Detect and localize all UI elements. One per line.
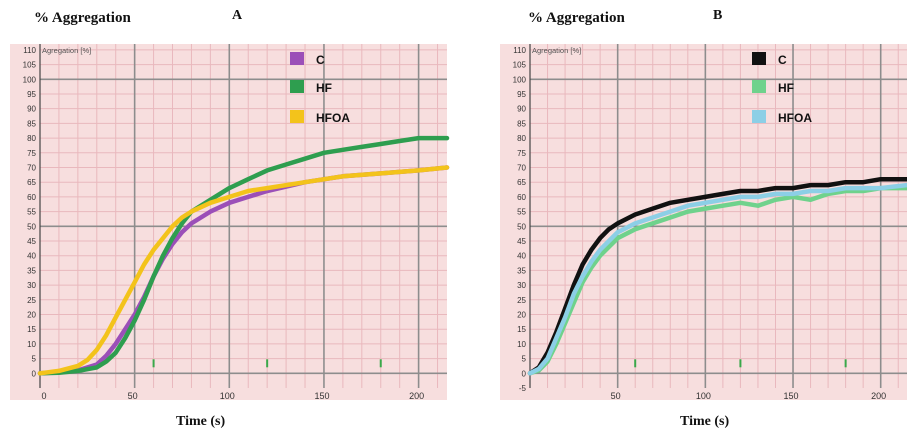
y-tick-label: 90 (27, 105, 36, 114)
y-tick-label: 95 (27, 90, 36, 99)
chart-panel-a: 1101051009590858075706560555045403530252… (10, 44, 450, 401)
y-tick-label: 95 (517, 90, 526, 99)
y-tick-label: 55 (517, 208, 526, 217)
x-tick-label: 200 (409, 391, 424, 401)
legend-label-hf: HF (778, 81, 794, 95)
y-tick-label: 65 (517, 178, 526, 187)
legend-swatch-hf (752, 80, 766, 93)
legend-label-c: C (316, 53, 325, 67)
chart-panel-b: 1101051009590858075706560555045403530252… (500, 44, 907, 401)
legend-swatch-hf (290, 80, 304, 93)
x-tick-label: 200 (871, 391, 886, 401)
legend-label-hfoa: HFOA (316, 111, 350, 125)
y-tick-label: 5 (522, 355, 527, 364)
y-tick-label: 35 (517, 266, 526, 275)
legend-label-hfoa: HFOA (778, 111, 812, 125)
x-tick-label: 100 (220, 391, 235, 401)
y-tick-label: 35 (27, 266, 36, 275)
y-tick-label: 75 (517, 149, 526, 158)
y-tick-label: 5 (32, 355, 37, 364)
y-tick-label: 85 (27, 119, 36, 128)
y-tick-label: -5 (519, 384, 527, 393)
y-tick-label: 15 (517, 325, 526, 334)
y-tick-label: 30 (517, 281, 526, 290)
y-tick-label: 110 (23, 46, 36, 55)
y-tick-label: 60 (27, 193, 36, 202)
y-tick-label: 20 (27, 310, 36, 319)
inner-axis-label: Agregation [%] (42, 46, 91, 55)
legend-swatch-c (752, 52, 766, 65)
y-tick-label: 40 (517, 252, 526, 261)
series-line-hfoa (527, 182, 907, 376)
panel-b-letter: B (713, 8, 723, 23)
y-tick-label: 0 (522, 369, 527, 378)
x-tick-label: 50 (611, 391, 621, 401)
y-tick-label: 0 (32, 369, 37, 378)
y-tick-label: 70 (517, 163, 526, 172)
y-tick-label: 100 (513, 75, 527, 84)
series-line-c (527, 176, 907, 376)
y-tick-label: 50 (27, 222, 36, 231)
plot-background (500, 44, 907, 400)
panel-a-letter: A (232, 8, 243, 23)
legend-swatch-c (290, 52, 304, 65)
y-tick-label: 100 (23, 75, 37, 84)
panel-a-x-title: Time (s) (176, 414, 226, 429)
y-tick-label: 45 (517, 237, 526, 246)
series-line-hf (527, 185, 907, 376)
legend-swatch-hfoa (290, 110, 304, 123)
x-tick-label: 100 (696, 391, 711, 401)
y-tick-label: 10 (517, 340, 526, 349)
panel-b-x-title: Time (s) (680, 414, 730, 429)
legend-label-c: C (778, 53, 787, 67)
y-tick-label: 65 (27, 178, 36, 187)
y-tick-label: 55 (27, 208, 36, 217)
y-tick-label: 80 (517, 134, 526, 143)
series-line-hfoa (37, 165, 450, 376)
legend-label-hf: HF (316, 81, 332, 95)
y-tick-label: 80 (27, 134, 36, 143)
legend-swatch-hfoa (752, 110, 766, 123)
y-tick-label: 10 (27, 340, 36, 349)
y-tick-label: 50 (517, 222, 526, 231)
x-tick-label: 150 (314, 391, 329, 401)
y-tick-label: 25 (27, 296, 36, 305)
y-tick-label: 40 (27, 252, 36, 261)
y-tick-label: 105 (513, 61, 527, 70)
plot-background (10, 44, 447, 400)
y-tick-label: 105 (23, 61, 37, 70)
y-tick-label: 20 (517, 310, 526, 319)
y-tick-label: 25 (517, 296, 526, 305)
y-tick-label: 45 (27, 237, 36, 246)
panel-a-y-title: % Aggregation (34, 10, 131, 26)
y-tick-label: 110 (513, 46, 526, 55)
y-tick-label: 90 (517, 105, 526, 114)
x-tick-label: 50 (128, 391, 138, 401)
inner-axis-label: Agregation [%] (532, 46, 581, 55)
y-tick-label: 30 (27, 281, 36, 290)
y-tick-label: 60 (517, 193, 526, 202)
y-tick-label: 85 (517, 119, 526, 128)
y-tick-label: 70 (27, 163, 36, 172)
x-tick-label: 0 (41, 391, 46, 401)
y-tick-label: 15 (27, 325, 36, 334)
y-tick-label: 75 (27, 149, 36, 158)
panel-b-y-title: % Aggregation (528, 10, 625, 26)
x-tick-label: 150 (784, 391, 799, 401)
